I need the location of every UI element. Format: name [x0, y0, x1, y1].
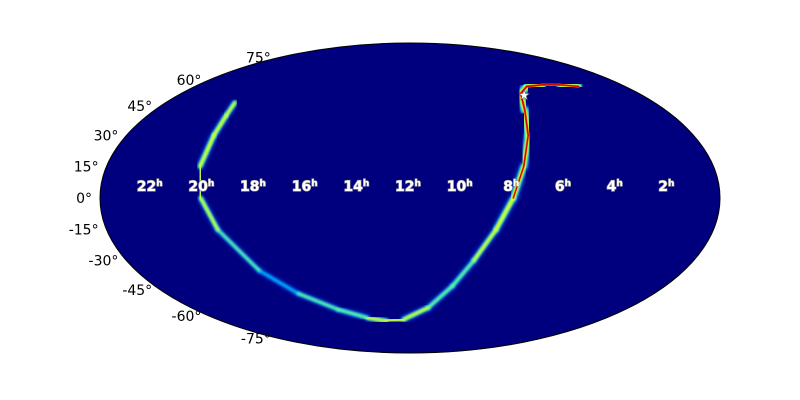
dec-tick-label-2: 45° [127, 99, 152, 115]
band-segment-3-12 [402, 306, 430, 321]
band-segment-2-18 [216, 228, 261, 272]
band-segment-5-6 [523, 134, 529, 167]
ra-tick-label-0: 22h [137, 179, 163, 195]
ra-tick-label-1: 20h [188, 179, 214, 195]
star-marker [518, 88, 531, 101]
declination-tick-labels: 75° 60° 45° 30° 15° 0° -15° -30°-45° -60° -75° [69, 51, 271, 348]
ra-tick-label-6: 10h [447, 179, 473, 195]
band-segment-3-19 [199, 197, 219, 231]
band-segment-3-8 [494, 196, 515, 231]
band-segment-3-13 [385, 318, 405, 322]
dec-tick-label-7: -30° [89, 254, 119, 270]
dec-tick-label-10: -75° [241, 331, 271, 347]
dec-tick-label-3: 30° [94, 128, 119, 144]
dec-tick-label-4: 15° [74, 159, 99, 175]
band-segment-3-20 [199, 165, 202, 200]
ra-tick-label-8: 6h [555, 179, 571, 195]
ra-tick-label-2: 18h [240, 179, 266, 195]
dec-tick-label-8: -45° [122, 283, 152, 299]
band-segment-3-23 [225, 101, 236, 117]
right-ascension-tick-labels: 22h 20h 18h 16h 14h 12h 10h 8h 6h 4h 2h [136, 178, 675, 195]
band-segment-3-21 [199, 134, 215, 168]
map-background [100, 43, 720, 353]
band-segment-3-14 [366, 316, 388, 322]
ra-tick-label-5: 12h [395, 179, 421, 195]
band-segment-5-0 [559, 84, 580, 88]
ra-tick-label-4: 14h [343, 179, 369, 195]
dec-tick-label-9: -60° [172, 309, 202, 325]
band-segment-5-3 [520, 85, 528, 95]
band-segment-5-4 [520, 92, 526, 111]
band-segment-5-7 [512, 165, 525, 199]
ra-tick-label-9: 4h [607, 179, 623, 195]
band-segment-2-10 [451, 259, 475, 288]
band-segment-5-2 [526, 84, 544, 88]
probability-band [196, 79, 584, 325]
band-segment-2-16 [297, 292, 340, 311]
dec-tick-label-5: 0° [76, 191, 92, 207]
band-segment-3-22 [212, 114, 228, 137]
ra-tick-label-10: 2h [658, 179, 674, 195]
band-segment-3-9 [472, 228, 497, 262]
ra-tick-label-3: 16h [292, 179, 318, 195]
dec-tick-label-1: 60° [177, 73, 202, 89]
dec-tick-label-0: 75° [246, 51, 271, 67]
dec-tick-label-6: -15° [69, 223, 99, 239]
band-segment-5-5 [524, 109, 529, 137]
band-segment-2-15 [337, 308, 369, 319]
marker-layer [518, 88, 531, 101]
map-outline [99, 42, 721, 354]
band-segment-2-11 [427, 284, 454, 309]
ra-tick-label-7: 8h [503, 179, 519, 195]
band-segment-1-17 [257, 269, 300, 295]
